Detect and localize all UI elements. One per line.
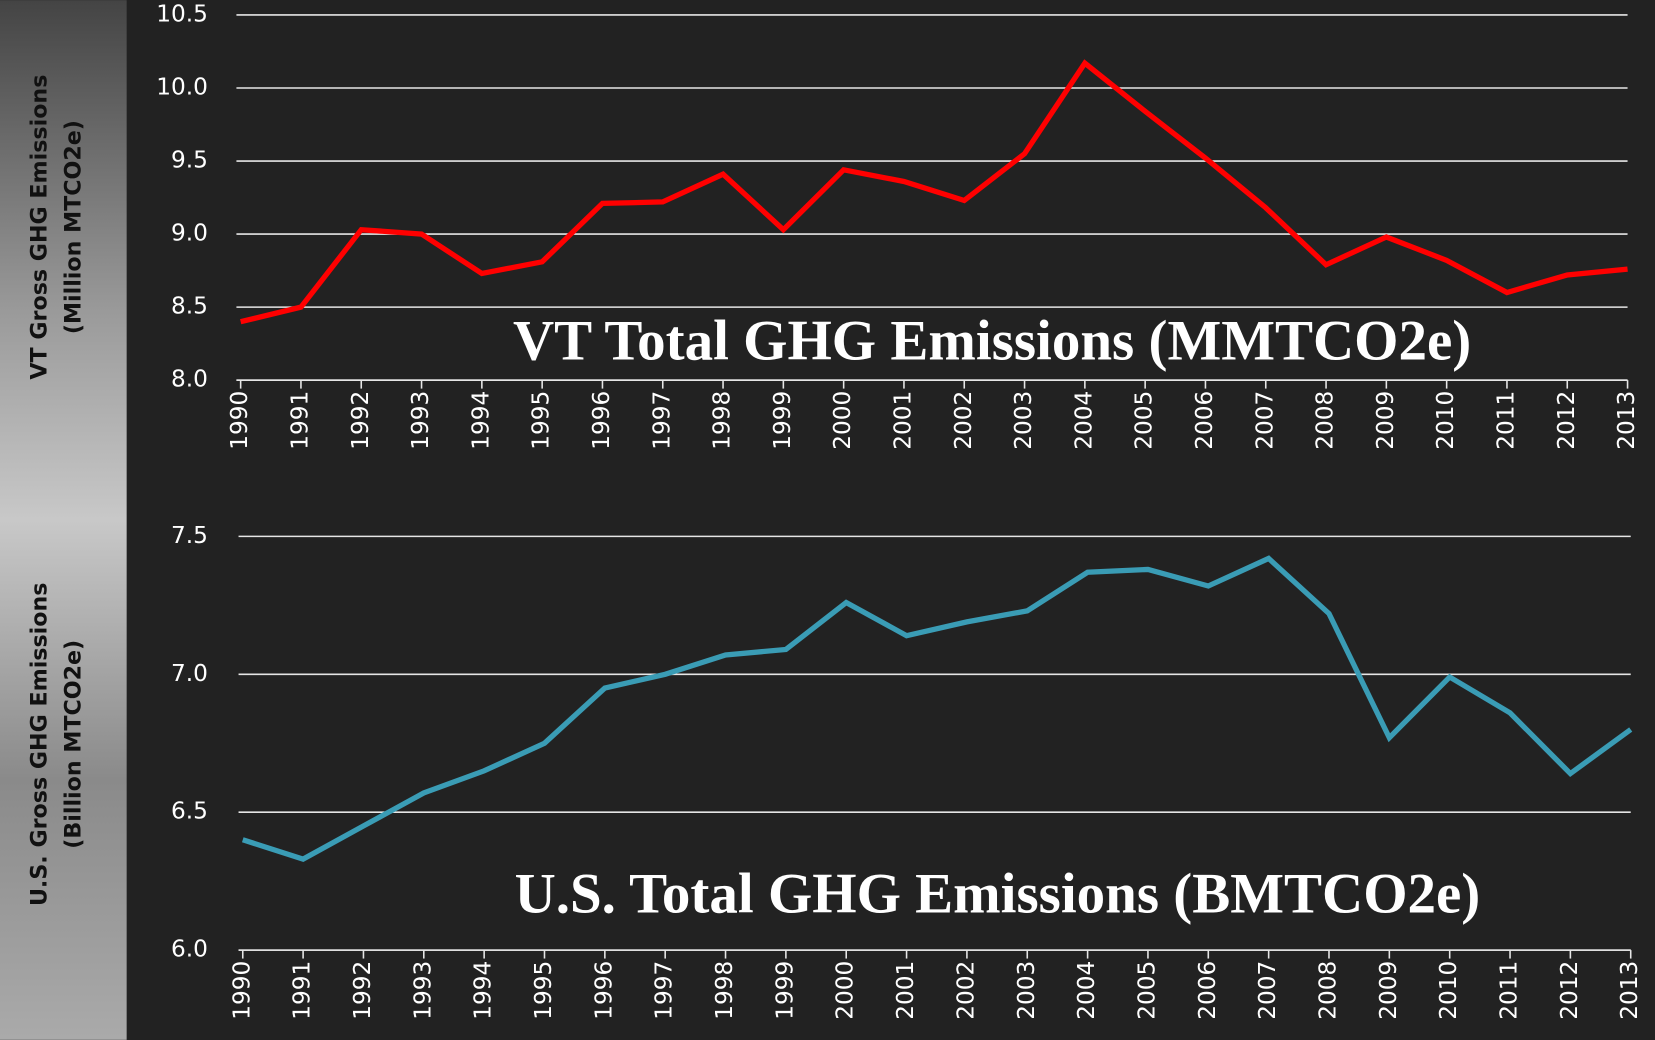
chart-title: VT Total GHG Emissions (MMTCO2e): [513, 309, 1471, 372]
x-tick-label: 1992: [347, 391, 374, 450]
x-tick-label: 1991: [289, 961, 316, 1020]
x-tick-label: 2000: [829, 391, 856, 450]
x-tick-label: 1991: [286, 391, 313, 450]
x-tick-label: 2004: [1073, 961, 1100, 1020]
x-tick-label: 2001: [889, 391, 916, 450]
x-tick-label: 2013: [1616, 961, 1643, 1020]
x-tick-label: 2013: [1613, 391, 1640, 450]
x-tick-label: 1992: [349, 961, 376, 1020]
x-tick-label: 1994: [470, 961, 497, 1020]
x-tick-label: 2005: [1131, 391, 1158, 450]
x-tick-label: 2009: [1372, 391, 1399, 450]
x-tick-label: 2003: [1010, 391, 1037, 450]
x-tick-label: 2011: [1492, 391, 1519, 450]
y-tick-label: 8.5: [171, 293, 208, 320]
x-tick-label: 2007: [1251, 391, 1278, 450]
x-tick-label: 2010: [1435, 961, 1462, 1020]
y-tick-label: 7.0: [171, 660, 208, 687]
chart-title: U.S. Total GHG Emissions (BMTCO2e): [515, 863, 1481, 926]
x-tick-label: 1998: [709, 391, 736, 450]
x-tick-label: 2010: [1432, 391, 1459, 450]
x-tick-label: 1993: [407, 391, 434, 450]
x-tick-label: 1996: [588, 391, 615, 450]
x-tick-label: 1996: [590, 961, 617, 1020]
x-tick-label: 1995: [528, 391, 555, 450]
y-tick-label: 10.5: [156, 0, 208, 27]
x-tick-label: 2003: [1013, 961, 1040, 1020]
y-axis-label: (Billion MTCO2e): [60, 640, 86, 849]
x-tick-label: 2012: [1553, 391, 1580, 450]
y-axis-label: (Million MTCO2e): [60, 120, 86, 334]
x-tick-label: 1995: [530, 961, 557, 1020]
x-tick-label: 1997: [648, 391, 675, 450]
y-axis-label: VT Gross GHG Emissions: [27, 75, 53, 380]
x-tick-label: 2000: [832, 961, 859, 1020]
y-tick-label: 9.5: [171, 147, 208, 174]
x-tick-label: 2001: [892, 961, 919, 1020]
x-tick-label: 2012: [1556, 961, 1583, 1020]
data-line: [240, 59, 1628, 325]
x-tick-label: 1997: [651, 961, 678, 1020]
y-tick-label: 6.0: [171, 936, 208, 963]
x-tick-label: 1998: [711, 961, 738, 1020]
x-tick-label: 2009: [1375, 961, 1402, 1020]
x-tick-label: 2002: [952, 961, 979, 1020]
x-tick-label: 1994: [467, 391, 494, 450]
x-tick-label: 2008: [1314, 961, 1341, 1020]
x-tick-label: 2004: [1070, 391, 1097, 450]
x-tick-label: 2006: [1194, 961, 1221, 1020]
x-tick-label: 1990: [228, 961, 255, 1020]
x-tick-label: 1999: [771, 961, 798, 1020]
data-line: [241, 555, 1633, 862]
x-tick-label: 1993: [409, 961, 436, 1020]
x-tick-label: 2005: [1133, 961, 1160, 1020]
y-tick-label: 8.0: [171, 366, 208, 393]
x-tick-label: 2007: [1254, 961, 1281, 1020]
y-axis-label: U.S. Gross GHG Emissions: [27, 583, 53, 907]
x-tick-label: 2006: [1191, 391, 1218, 450]
x-tick-label: 2011: [1496, 961, 1523, 1020]
x-tick-label: 2008: [1312, 391, 1339, 450]
y-tick-label: 10.0: [156, 73, 208, 100]
x-tick-label: 2002: [950, 391, 977, 450]
side-image: [0, 0, 127, 1040]
y-tick-label: 6.5: [171, 798, 208, 825]
x-tick-label: 1990: [226, 391, 253, 450]
y-tick-label: 9.0: [171, 220, 208, 247]
x-tick-label: 1999: [769, 391, 796, 450]
y-tick-label: 7.5: [171, 522, 208, 549]
